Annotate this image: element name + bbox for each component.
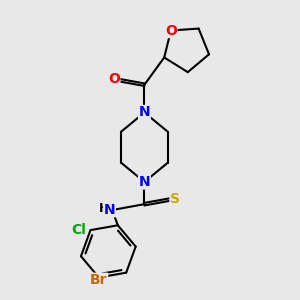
Text: N: N: [139, 175, 150, 189]
Text: H: H: [98, 202, 109, 215]
Text: S: S: [170, 192, 180, 206]
Text: O: O: [165, 23, 177, 38]
Text: Cl: Cl: [71, 223, 86, 237]
Text: N: N: [104, 203, 115, 217]
Text: N: N: [139, 106, 150, 119]
Text: Br: Br: [90, 273, 108, 287]
Text: O: O: [108, 72, 120, 86]
